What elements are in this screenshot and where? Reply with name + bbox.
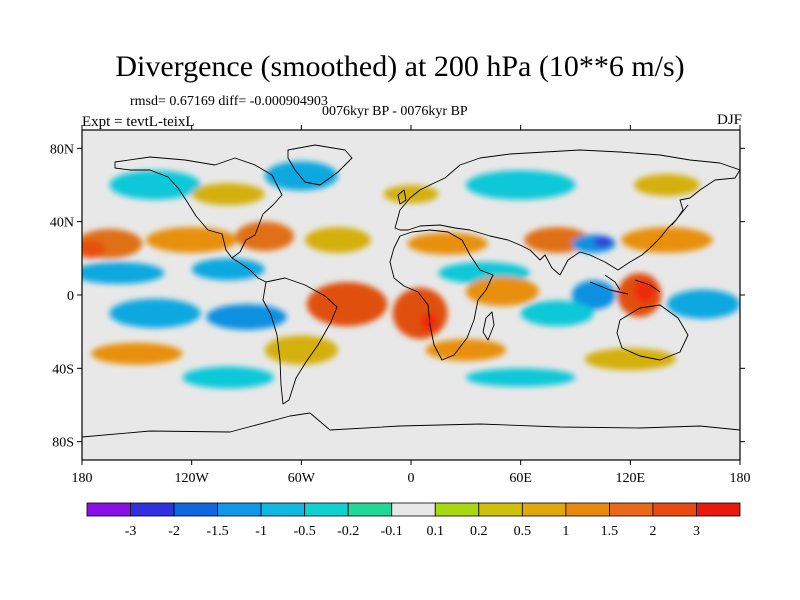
period-label: 0076kyr BP - 0076kyr BP — [322, 104, 468, 119]
field-anomaly-9 — [593, 236, 613, 248]
coastline-south-america — [262, 277, 338, 405]
field-anomaly-16 — [465, 276, 539, 307]
field-anomaly-33 — [191, 183, 265, 206]
colorbar-label-7: 0.1 — [427, 524, 445, 539]
coastline-north-america — [114, 156, 283, 259]
field-anomaly-2 — [235, 221, 295, 251]
lon-tick-label-0: 180 — [72, 471, 93, 486]
field-anomaly-24 — [91, 342, 183, 365]
colorbar-label-6: -0.1 — [381, 524, 403, 539]
colorbar-swatch-1 — [130, 502, 175, 517]
map-axes: 180 120W 60W 0 60E 120E 180 80N 40N 0 40S 80S — [50, 125, 751, 486]
field-anomaly-31 — [264, 161, 338, 191]
field-anomaly-10 — [82, 262, 165, 284]
field-anomaly-21 — [206, 304, 287, 330]
field-anomaly-3 — [304, 227, 371, 253]
field-anomaly-6 — [621, 227, 713, 253]
colorbar-swatch-6 — [347, 502, 393, 517]
colorbar-label-5: -0.2 — [337, 524, 359, 539]
coastline-indonesia — [589, 274, 661, 295]
field-anomaly-34 — [383, 185, 439, 204]
coastline-british-isles — [397, 189, 407, 205]
colorbar-swatch-7 — [391, 502, 436, 517]
field-anomaly-30 — [109, 170, 201, 200]
divergence-field — [82, 161, 740, 389]
lon-tick-label-1: 120W — [175, 471, 210, 486]
colorbar-swatch-2 — [173, 502, 218, 517]
colorbar-swatch-8 — [434, 502, 480, 517]
coastlines — [82, 144, 740, 438]
colorbar-label-11: 1.5 — [601, 524, 619, 539]
stats-label: rmsd= 0.67169 diff= -0.000904903 — [130, 94, 328, 109]
map-title: Divergence (smoothed) at 200 hPa (10**6 … — [115, 50, 685, 83]
field-anomaly-20 — [109, 298, 201, 329]
lat-tick-label-1: 40N — [50, 216, 74, 231]
experiment-label: Expt = tevtL-teixL — [82, 114, 195, 130]
field-anomaly-22 — [520, 300, 594, 327]
field-anomaly-11 — [191, 258, 265, 281]
colorbar-label-3: -1 — [255, 524, 267, 539]
colorbar-swatch-4 — [260, 502, 306, 517]
lon-tick-label-5: 120E — [616, 471, 646, 486]
field-anomaly-15 — [420, 313, 439, 332]
colorbar-label-1: -2 — [168, 524, 180, 539]
field-anomaly-32 — [465, 170, 576, 200]
lat-tick-label-3: 40S — [52, 362, 74, 377]
colorbar-label-9: 0.5 — [514, 524, 532, 539]
lon-tick-label-3: 0 — [408, 471, 415, 486]
field-anomaly-27 — [584, 348, 677, 371]
lon-tick-label-4: 60E — [509, 471, 532, 486]
coastline-antarctica — [82, 412, 740, 438]
lat-tick-label-2: 0 — [67, 289, 74, 304]
colorbar-swatch-9 — [478, 502, 523, 517]
colorbar-label-4: -0.5 — [294, 524, 316, 539]
coastline-australia — [616, 304, 689, 361]
coastline-japan — [671, 204, 689, 226]
colorbar-label-0: -3 — [125, 524, 137, 539]
colorbar-label-10: 1 — [562, 524, 569, 539]
field-anomaly-26 — [425, 339, 507, 361]
field-anomaly-7 — [82, 240, 106, 259]
season-label: DJF — [716, 112, 742, 128]
colorbar-swatch-5 — [304, 502, 349, 517]
field-anomaly-1 — [145, 227, 238, 253]
field-anomaly-28 — [182, 366, 274, 389]
coastline-central-america — [231, 257, 267, 283]
coastline-greenland — [287, 144, 353, 186]
field-anomaly-35 — [633, 174, 700, 196]
lat-tick-label-4: 80S — [52, 436, 74, 451]
lon-tick-label-2: 60W — [288, 471, 316, 486]
colorbar-label-8: 0.2 — [470, 524, 488, 539]
colorbar-swatch-10 — [521, 502, 567, 517]
coastline-africa — [389, 229, 494, 361]
field-anomaly-29 — [465, 368, 576, 387]
lon-tick-label-6: 180 — [730, 471, 751, 486]
colorbar-label-12: 2 — [649, 524, 656, 539]
field-anomaly-25 — [264, 335, 338, 365]
colorbar-swatch-0 — [86, 502, 131, 517]
field-anomaly-4 — [407, 232, 488, 255]
colorbar-label-13: 3 — [693, 524, 700, 539]
lat-tick-label-0: 80N — [50, 142, 74, 157]
colorbar-swatch-13 — [652, 502, 697, 517]
coastline-madagascar — [482, 311, 495, 341]
colorbar: -3 -2 -1.5 -1 -0.5 -0.2 -0.1 0.1 0.2 0.5 1 1.5 2 3 — [86, 502, 741, 539]
colorbar-label-2: -1.5 — [207, 524, 229, 539]
field-anomaly-13 — [306, 282, 388, 327]
field-anomaly-23 — [666, 289, 740, 319]
colorbar-swatch-14 — [696, 502, 741, 517]
colorbar-swatch-12 — [609, 502, 654, 517]
colorbar-swatch-11 — [565, 502, 610, 517]
coastline-eurasia — [394, 149, 740, 276]
colorbar-swatch-3 — [217, 502, 262, 517]
